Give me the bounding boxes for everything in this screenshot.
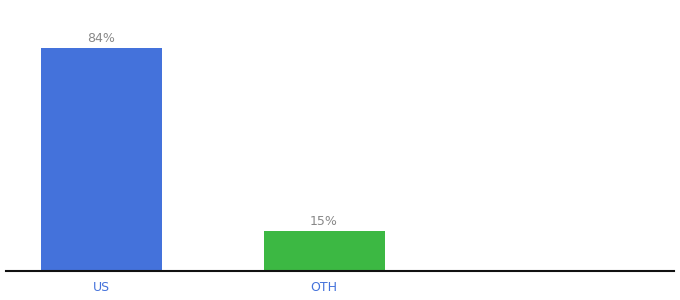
Text: 15%: 15% [310, 215, 338, 228]
Bar [264, 231, 385, 271]
Text: 84%: 84% [87, 32, 115, 45]
Bar [41, 48, 162, 271]
